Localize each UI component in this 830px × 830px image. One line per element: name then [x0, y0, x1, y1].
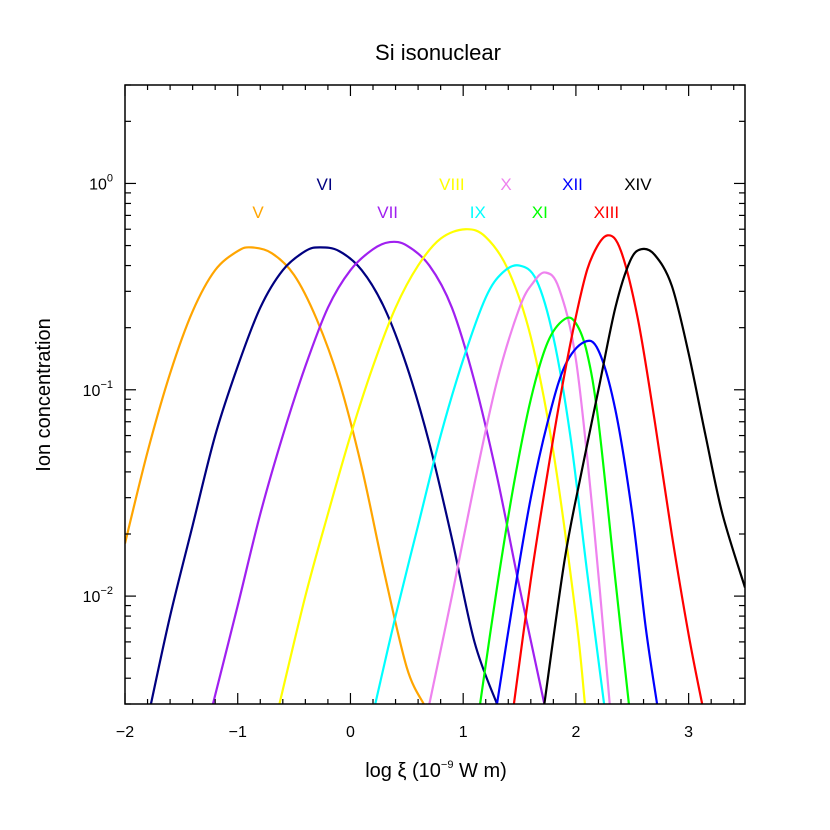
ion-label-vi: VI: [316, 175, 332, 194]
x-tick-label: 3: [684, 724, 693, 741]
y-tick-label: 10−2: [83, 585, 113, 606]
series-line-x: [428, 271, 611, 704]
curves-group: [125, 228, 745, 704]
series-line-vii: [211, 240, 546, 704]
x-tick-label: −1: [229, 724, 247, 741]
ion-label-ix: IX: [470, 203, 486, 222]
series-line-v: [125, 246, 425, 704]
ion-label-xiii: XIII: [594, 203, 620, 222]
series-line-ix: [374, 264, 606, 704]
series-line-xiii: [512, 234, 704, 704]
x-tick-label: 0: [346, 724, 355, 741]
x-tick-label: 2: [571, 724, 580, 741]
series-line-vi: [149, 246, 499, 704]
chart-title: Si isonuclear: [375, 40, 501, 65]
x-tick-label: −2: [116, 724, 134, 741]
series-line-xiv: [543, 247, 745, 704]
series-line-xi: [479, 316, 630, 704]
series-line-viii: [278, 228, 587, 704]
ion-label-x: X: [500, 175, 511, 194]
y-axis-label: Ion concentration: [33, 318, 55, 471]
ion-label-xiv: XIV: [624, 175, 652, 194]
y-tick-label: 10−1: [83, 379, 113, 400]
series-line-xii: [495, 339, 659, 704]
ion-label-xii: XII: [562, 175, 583, 194]
x-tick-label: 1: [459, 724, 468, 741]
y-tick-label: 100: [89, 172, 113, 193]
plot-frame: [124, 84, 746, 705]
ion-label-vii: VII: [377, 203, 398, 222]
ticks-group: −2 −1 0 1 2 3 10−2 10−1 100: [83, 84, 745, 741]
ion-label-v: V: [252, 203, 264, 222]
ion-label-viii: VIII: [439, 175, 465, 194]
x-axis-label: log ξ (10−9 W m): [365, 759, 507, 782]
ion-label-xi: XI: [532, 203, 548, 222]
